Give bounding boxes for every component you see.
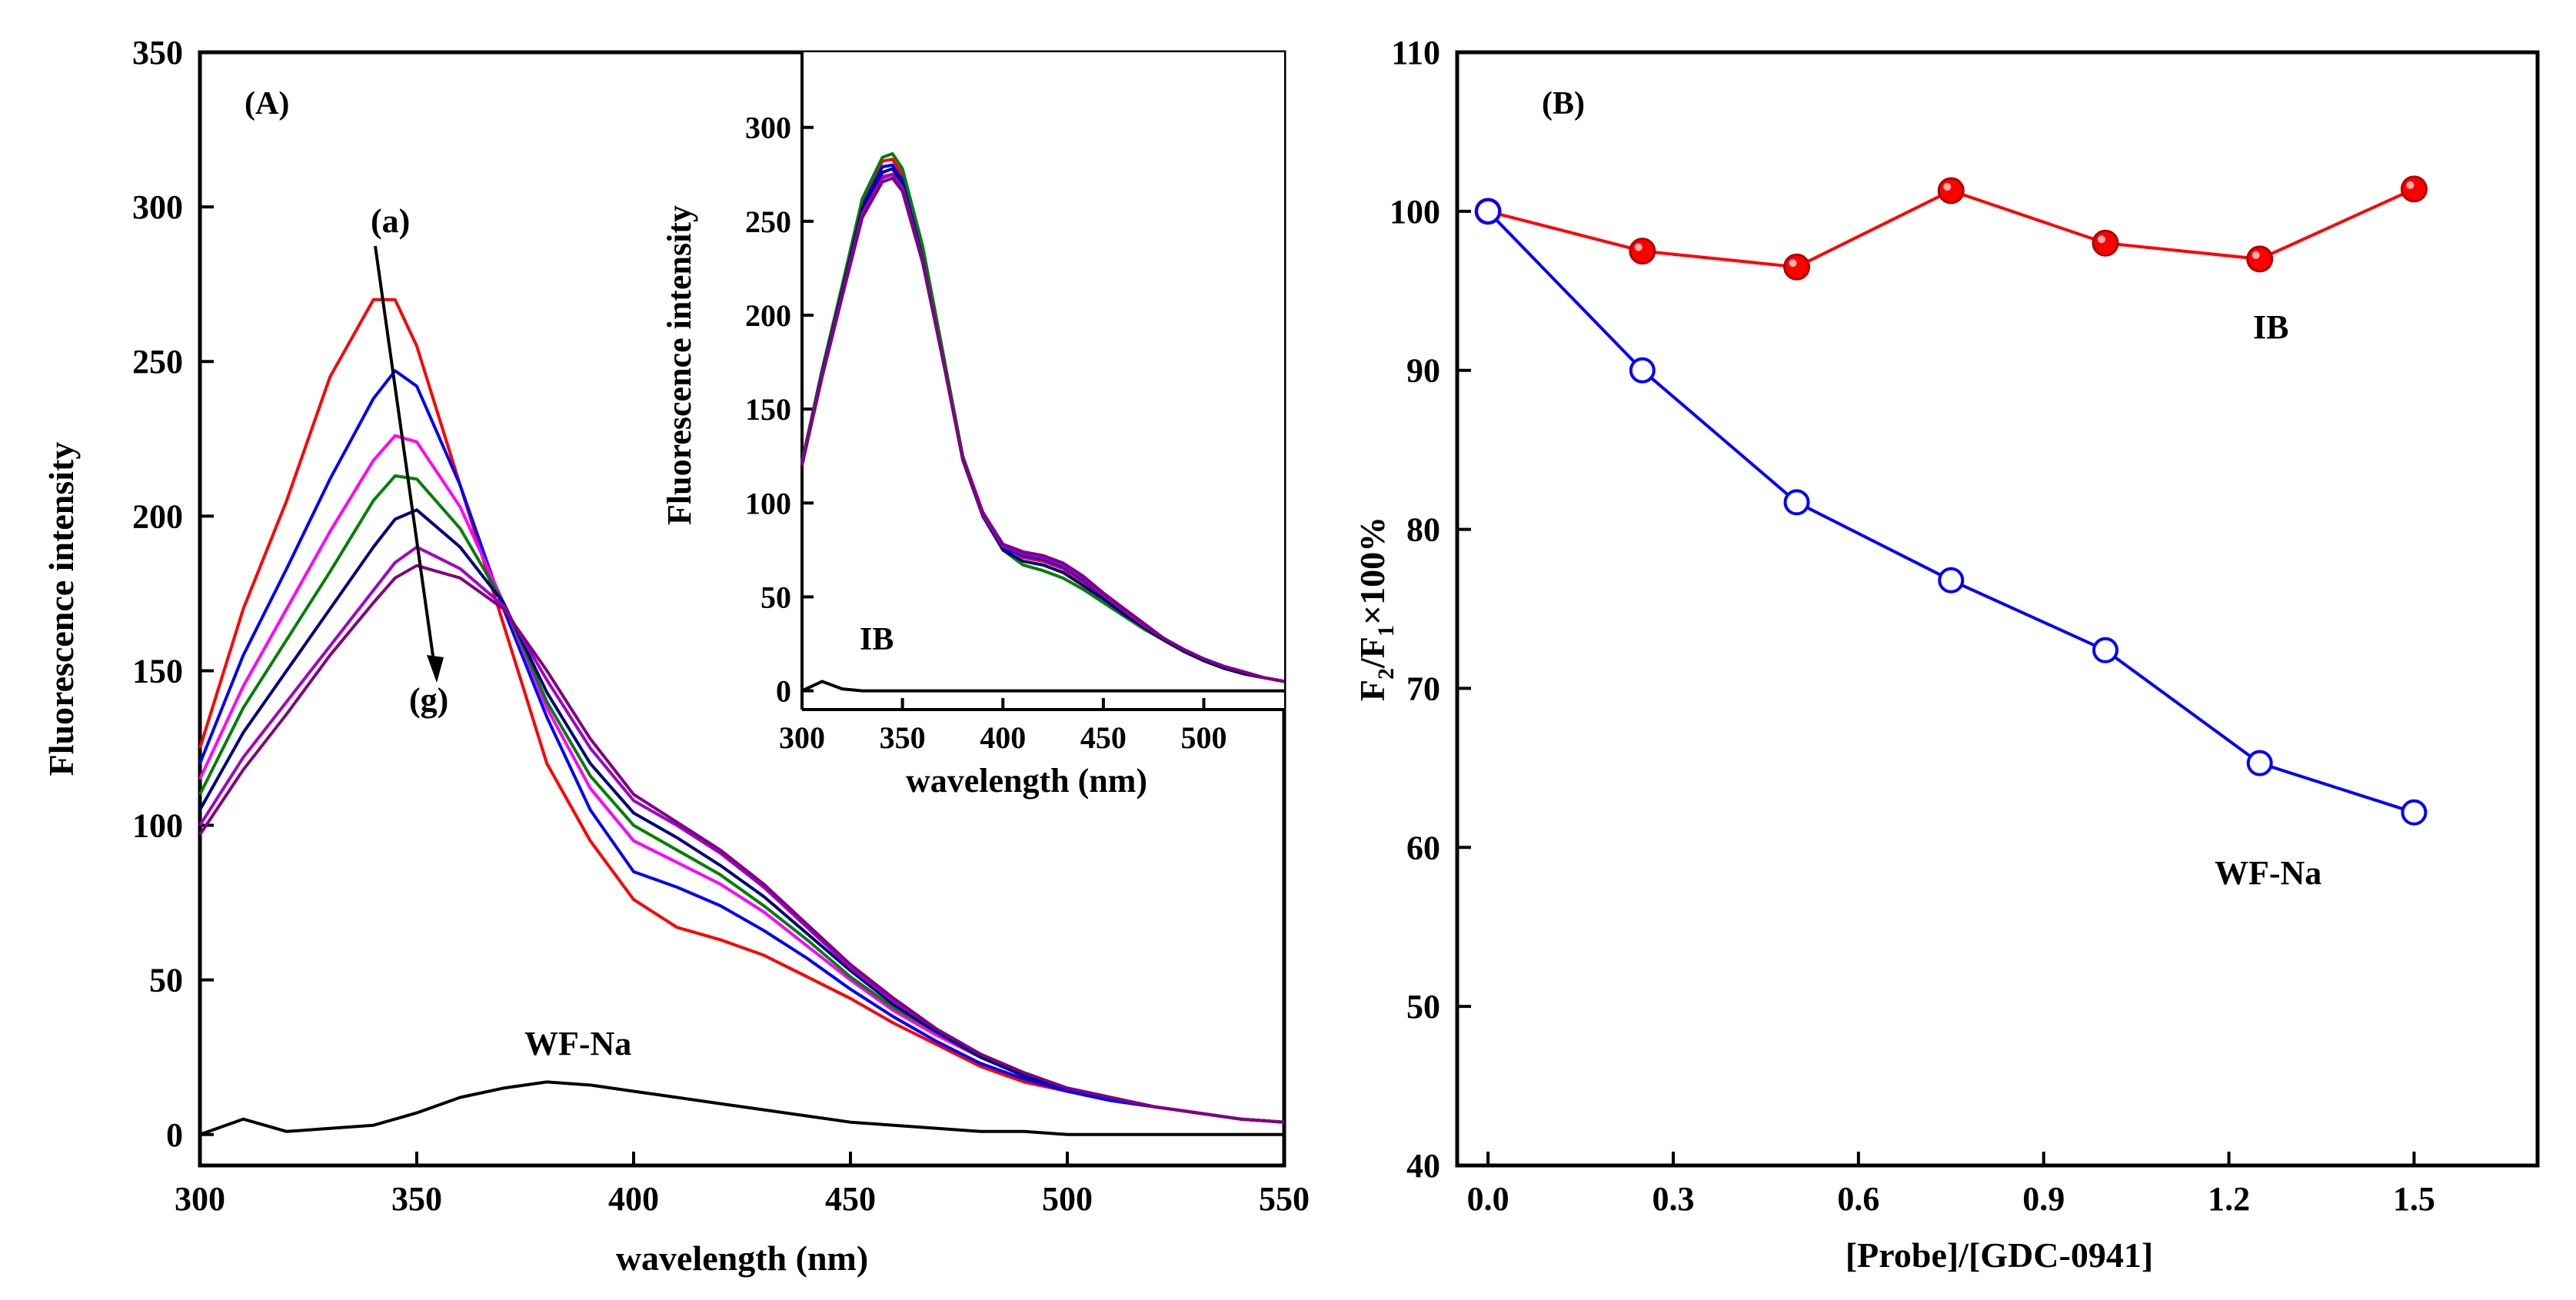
inset-curve-g (800, 176, 1285, 683)
b-point-ib (2400, 175, 2428, 203)
a-xtick-label: 400 (608, 1180, 659, 1218)
inset-xtick-label: 450 (1080, 720, 1127, 755)
b-ytick-label: 40 (1406, 1147, 1440, 1185)
inset-ytick-label: 300 (745, 111, 791, 145)
b-point-ib (1937, 177, 1965, 204)
a-curve-g (198, 564, 1285, 1124)
b-xtick-label: 0.6 (1837, 1180, 1879, 1218)
a-ytick-label: 300 (132, 188, 183, 226)
inset-ytick-label: 250 (745, 204, 791, 239)
a-xtick-label: 450 (825, 1180, 876, 1218)
trend-arrow-head (427, 655, 444, 683)
panel-a-x-axis-label: wavelength (nm) (616, 1238, 868, 1278)
inset-x-axis-label: wavelength (nm) (906, 762, 1147, 800)
a-xtick-label: 550 (1259, 1180, 1310, 1218)
annotation-probe-label-a: WF-Na (524, 1025, 631, 1062)
a-ytick-label: 0 (166, 1116, 183, 1154)
b-point-wfna (1629, 357, 1656, 384)
b-point-ib (2246, 245, 2274, 273)
inset-curve-ib (801, 680, 1284, 693)
b-point-highlight (2098, 235, 2105, 244)
inset-xtick-label: 500 (1181, 720, 1227, 755)
b-xtick-label: 0.9 (2022, 1180, 2065, 1218)
panel-a-curves (198, 298, 1285, 1136)
b-ytick-label: 60 (1406, 829, 1440, 866)
y-label-f2: F (1353, 680, 1392, 701)
panel-b-label: (B) (1542, 86, 1585, 121)
inset-curve-e (800, 167, 1285, 683)
inset-background (802, 52, 1284, 710)
b-xtick-label: 0.3 (1652, 1180, 1695, 1218)
inset-ticks: 300 350 400 450 500 0 50 100 150 200 250 300 (745, 111, 1227, 755)
series-label-ib: IB (2253, 308, 2288, 346)
trend-arrow-shaft (374, 245, 435, 662)
y-label-slash-f: /F (1353, 637, 1392, 669)
a-curve-wf-na (199, 1080, 1284, 1136)
a-xtick-label: 350 (391, 1180, 442, 1218)
b-point-highlight (2252, 251, 2260, 259)
series-label-wfna: WF-Na (2215, 854, 2321, 892)
panel-b-x-axis-label: [Probe]/[GDC-0941] (1845, 1235, 2153, 1275)
b-ytick-label: 90 (1406, 352, 1440, 390)
b-point-wfna (2246, 750, 2273, 776)
a-ytick-label: 100 (132, 807, 183, 845)
panel-a-y-axis-label: Fluorescence intensity (42, 442, 81, 776)
b-point-highlight (1634, 243, 1642, 251)
a-xtick-label: 300 (175, 1180, 225, 1218)
panel-b: 0.0 0.3 0.6 0.9 1.2 1.5 40 50 60 70 80 90 100 110 (B)… (1353, 34, 2540, 1275)
b-point-highlight (1943, 182, 1952, 191)
inset-ytick-label: 200 (745, 298, 791, 333)
b-point-wfna (1475, 198, 1502, 224)
inset-xtick-label: 350 (880, 720, 926, 755)
a-curve-b (198, 369, 1285, 1124)
b-ytick-label: 110 (1391, 34, 1440, 71)
y-label-sub-1: 1 (1373, 625, 1399, 637)
inset-curves (800, 151, 1285, 693)
annotation-start-label: (a) (371, 202, 410, 240)
b-point-wfna (2092, 637, 2118, 663)
annotation-end-label: (g) (409, 681, 448, 719)
annotation-probe-label-inset: IB (860, 622, 894, 657)
panel-a-inset: 300 350 400 450 500 0 50 100 150 200 250 300 wavele… (661, 52, 1285, 800)
b-point-wfna (1783, 489, 1810, 516)
a-ytick-label: 200 (132, 497, 183, 535)
b-point-ib (1629, 238, 1656, 265)
b-ytick-label: 50 (1406, 988, 1440, 1026)
y-label-sub-2: 2 (1373, 668, 1399, 680)
inset-ytick-label: 100 (745, 486, 791, 520)
inset-ytick-label: 0 (776, 674, 791, 709)
a-ytick-label: 250 (132, 343, 183, 381)
a-ytick-label: 150 (132, 652, 183, 690)
b-ytick-label: 80 (1406, 511, 1440, 549)
b-point-ib (1783, 253, 1811, 281)
inset-y-axis-label: Fluorescence intensity (661, 205, 698, 525)
inset-xtick-label: 300 (779, 720, 825, 755)
b-point-wfna (1938, 567, 1965, 593)
b-point-highlight (2406, 181, 2415, 189)
panel-b-ticks: 0.0 0.3 0.6 0.9 1.2 1.5 40 50 60 70 80 90 100 110 (1390, 34, 2435, 1218)
a-ytick-label: 50 (149, 962, 183, 999)
b-point-ib (2092, 229, 2119, 257)
inset-xtick-label: 400 (980, 720, 1026, 755)
b-xtick-label: 0.0 (1467, 1180, 1509, 1218)
b-xtick-label: 1.2 (2208, 1180, 2250, 1218)
panel-b-frame (1455, 50, 2540, 1168)
panel-b-y-axis-label: F2/F1×100% (1353, 517, 1399, 701)
panel-b-series (1474, 175, 2428, 826)
a-xtick-label: 500 (1042, 1180, 1093, 1218)
b-line-wfna (1486, 210, 2415, 814)
b-ytick-label: 70 (1406, 670, 1440, 707)
b-point-wfna (2401, 799, 2428, 826)
inset-ytick-label: 50 (760, 580, 791, 614)
b-point-highlight (1789, 259, 1797, 268)
y-label-tail: ×100% (1353, 517, 1392, 625)
b-ytick-label: 100 (1390, 193, 1440, 231)
panel-a: 300 350 400 450 500 550050100150200250300350 … (42, 34, 1310, 1278)
panel-a-label: (A) (245, 86, 289, 121)
b-xtick-label: 1.5 (2393, 1180, 2435, 1218)
inset-ytick-label: 150 (745, 392, 791, 427)
a-ytick-label: 350 (132, 34, 183, 71)
